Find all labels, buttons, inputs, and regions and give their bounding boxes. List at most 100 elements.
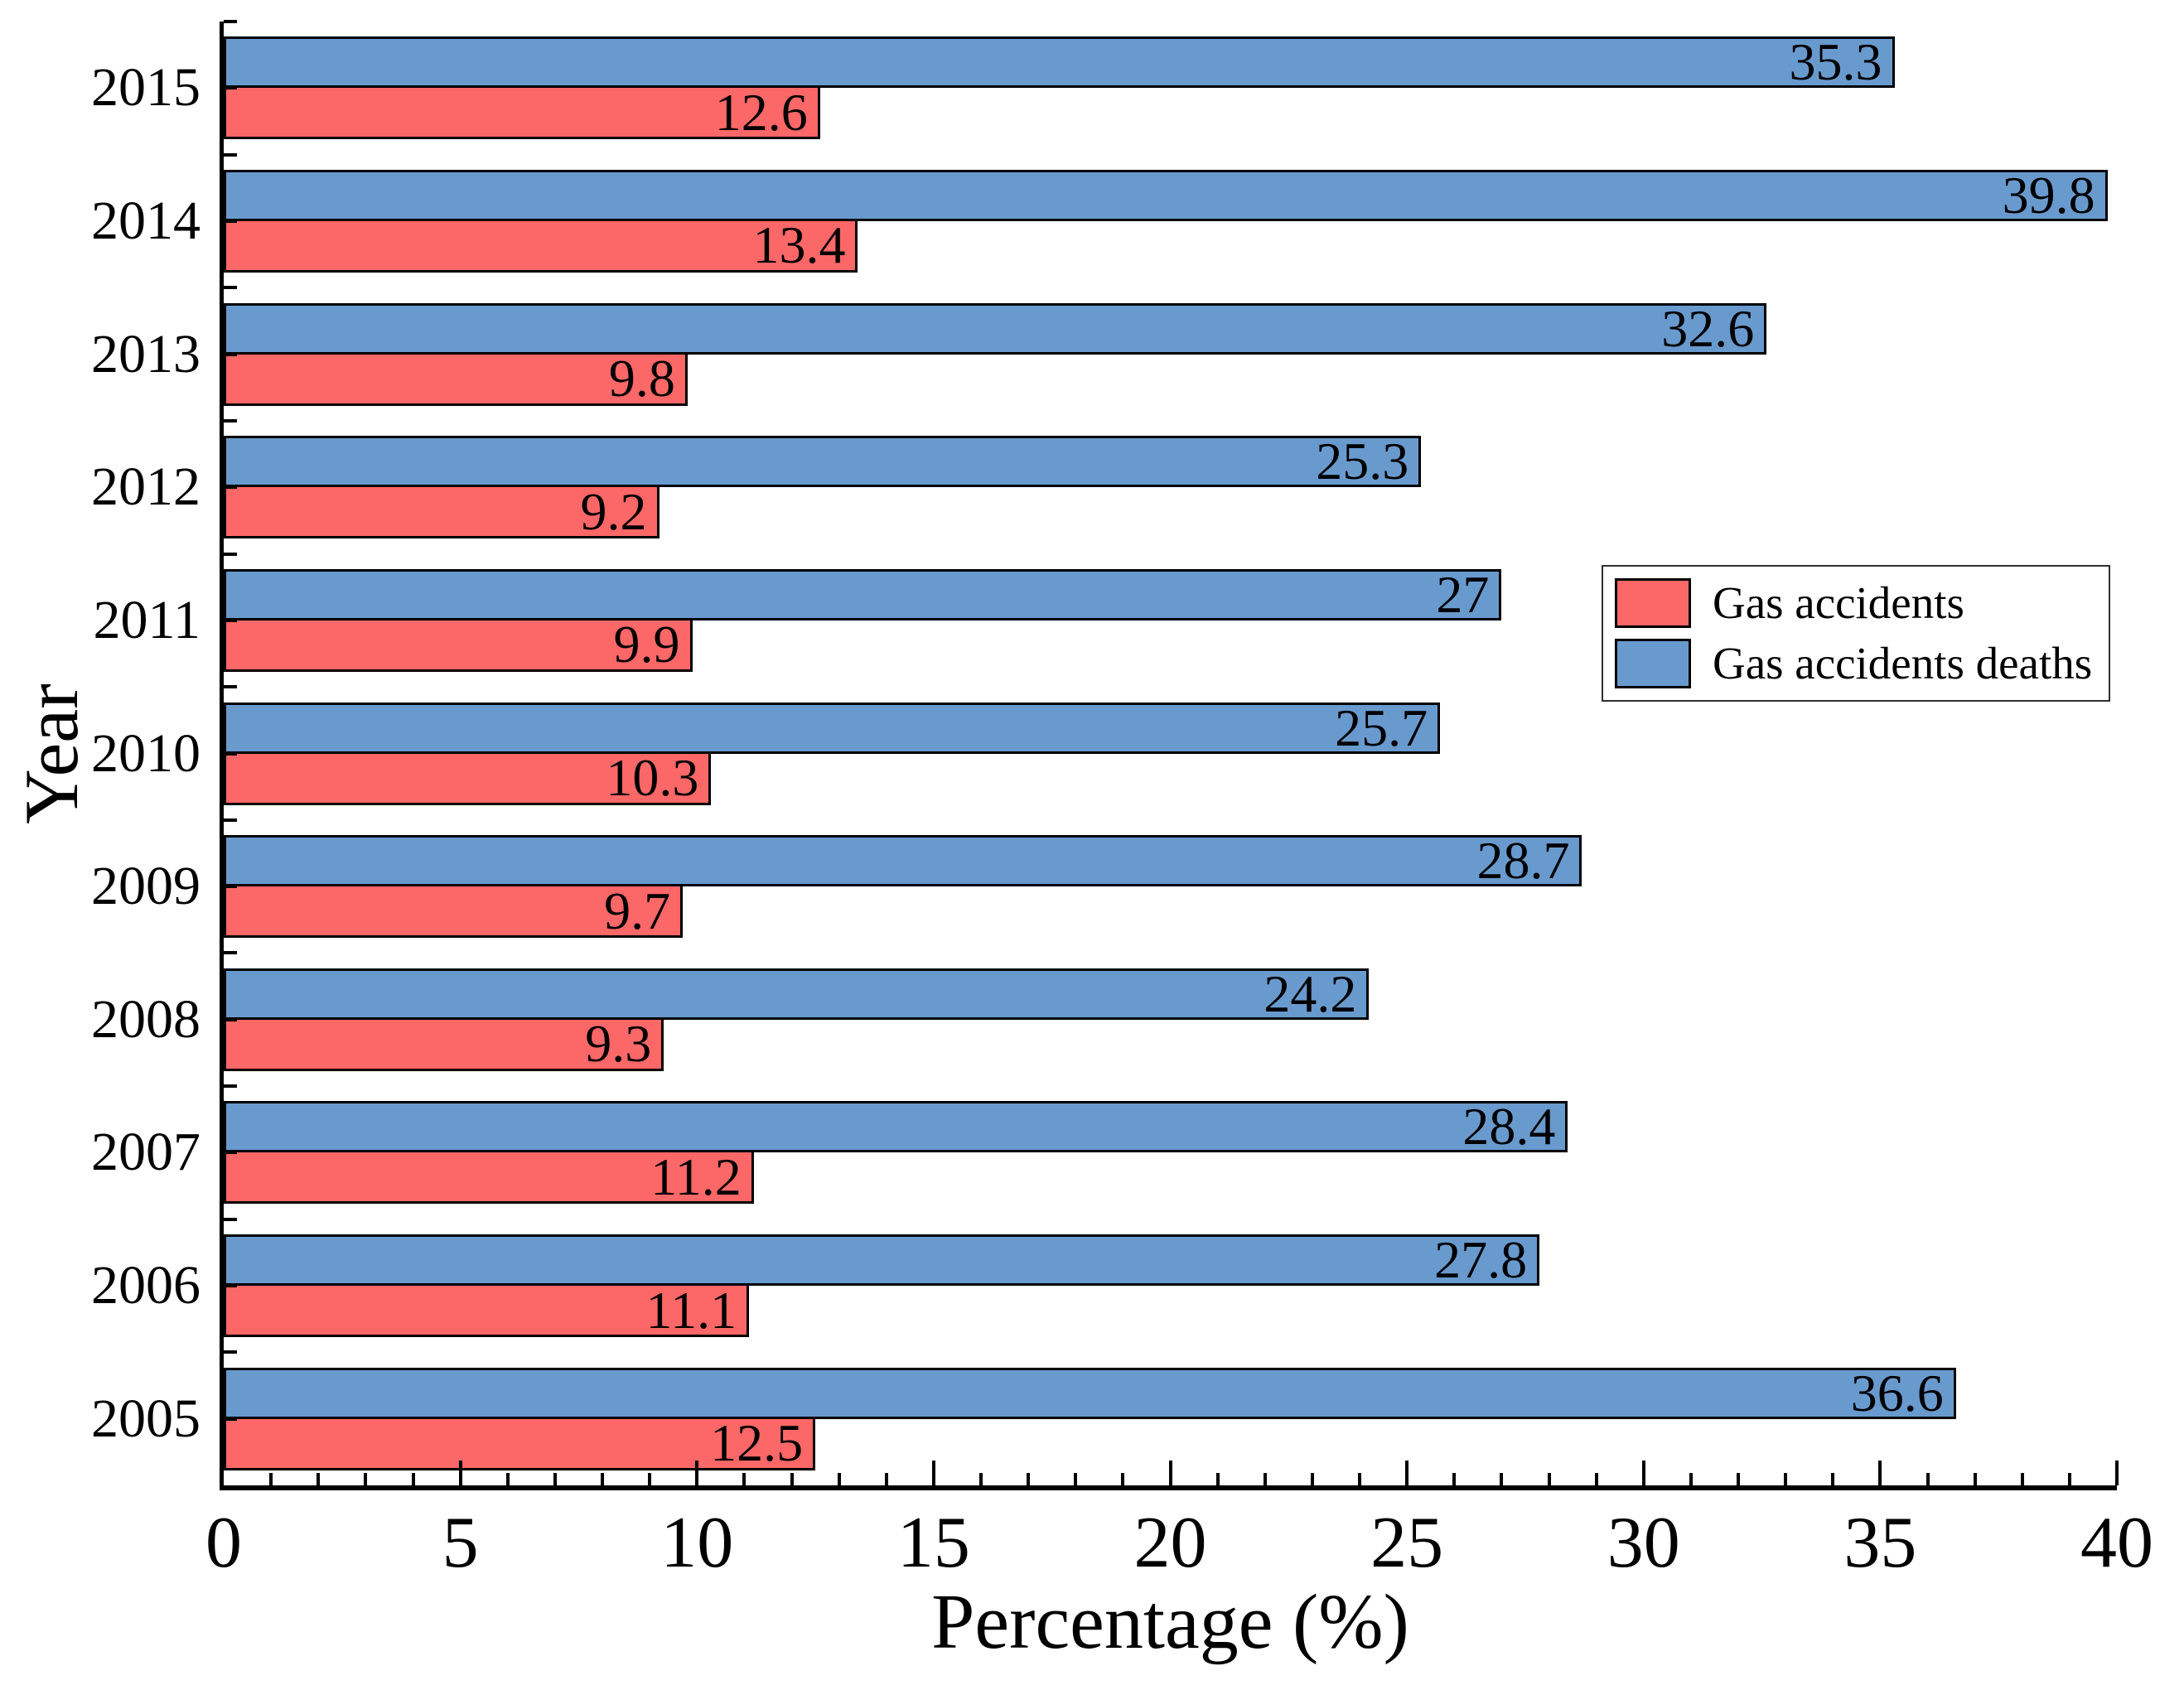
legend-label-gas-accidents-deaths: Gas accidents deaths: [1713, 638, 2093, 689]
x-major-tick: [1641, 1461, 1645, 1485]
bar-gas-accidents-deaths: 39.8: [224, 165, 2108, 225]
x-tick-label: 10: [660, 1503, 734, 1583]
bar-value-label: 11.1: [645, 1280, 737, 1340]
y-minor-tick: [224, 152, 237, 157]
legend: Gas accidents Gas accidents deaths: [1602, 565, 2111, 702]
x-minor-tick: [2020, 1473, 2024, 1485]
x-minor-tick: [1500, 1473, 1504, 1485]
bar-gas-accidents: 12.5: [224, 1413, 816, 1473]
bar-value-label: 13.4: [752, 215, 846, 275]
x-minor-tick: [1689, 1473, 1693, 1485]
y-major-tick: [224, 751, 237, 756]
bar-gas-accidents: 11.1: [224, 1280, 750, 1340]
y-minor-tick: [224, 20, 237, 23]
x-minor-tick: [979, 1473, 983, 1485]
y-major-tick: [224, 485, 237, 490]
bar-value-label: 9.9: [613, 615, 680, 674]
bar-gas-accidents: 12.6: [224, 82, 820, 142]
x-minor-tick: [790, 1473, 794, 1485]
bar-gas-accidents-deaths: 25.3: [224, 435, 1422, 488]
bar-gas-accidents-deaths: 25.7: [224, 701, 1441, 754]
y-tick-label: 2005: [91, 1388, 201, 1449]
y-tick-label: 2012: [91, 456, 201, 518]
bar-value-label: 24.2: [1264, 963, 1357, 1023]
x-minor-tick: [1831, 1473, 1835, 1485]
bar-gas-accidents-deaths: 35.3: [224, 32, 1895, 92]
x-minor-tick: [553, 1473, 557, 1485]
plot-area: Percentage (%) 2015 2014 2013 2012 2011 2010 2…: [91, 20, 2153, 1661]
legend-swatch-gas-accidents: [1615, 577, 1691, 628]
x-minor-tick: [1925, 1473, 1930, 1485]
y-tick-label: 2015: [91, 57, 201, 118]
bar-gas-accidents: 9.2: [224, 485, 660, 539]
bar-gas-accidents: 9.3: [224, 1014, 664, 1074]
y-minor-tick: [224, 818, 237, 822]
bar-value-label: 12.6: [714, 82, 808, 142]
x-minor-tick: [1310, 1473, 1314, 1485]
x-minor-tick: [1973, 1473, 1977, 1485]
bar-value-label: 39.8: [2002, 165, 2095, 225]
x-minor-tick: [269, 1473, 273, 1485]
x-minor-tick: [2067, 1473, 2071, 1485]
y-tick-label: 2007: [91, 1122, 201, 1183]
y-tick-label: 2006: [91, 1255, 201, 1316]
x-minor-tick: [1784, 1473, 1788, 1485]
x-minor-tick: [1737, 1473, 1740, 1485]
bar-value-label: 28.4: [1462, 1097, 1556, 1156]
y-major-tick: [224, 1151, 237, 1155]
y-major-tick: [224, 1417, 237, 1421]
x-minor-tick: [411, 1473, 415, 1485]
x-minor-tick: [1358, 1473, 1361, 1485]
y-minor-tick: [224, 685, 237, 689]
y-major-tick: [224, 1017, 237, 1021]
bar-gas-accidents-deaths: 32.6: [224, 298, 1767, 358]
x-major-tick: [458, 1461, 462, 1485]
x-tick-label: 30: [1607, 1503, 1680, 1583]
x-tick-label: 5: [442, 1503, 479, 1583]
bar-gas-accidents: 9.8: [224, 349, 688, 408]
x-minor-tick: [1594, 1473, 1598, 1485]
bar-value-label: 12.5: [710, 1413, 804, 1473]
bar-gas-accidents: 10.3: [224, 751, 712, 805]
y-minor-tick: [224, 418, 237, 422]
x-minor-tick: [648, 1473, 652, 1485]
bar-value-label: 35.3: [1789, 32, 1882, 92]
legend-item-gas-accidents-deaths: Gas accidents deaths: [1615, 637, 2092, 689]
y-major-tick: [224, 1284, 237, 1288]
x-tick-label: 40: [2080, 1503, 2153, 1583]
x-minor-tick: [601, 1473, 604, 1485]
x-tick-label: 35: [1843, 1503, 1917, 1583]
legend-label-gas-accidents: Gas accidents: [1713, 577, 1964, 628]
x-tick-label: 15: [896, 1503, 970, 1583]
bar-value-label: 9.7: [604, 881, 671, 940]
bar-gas-accidents: 9.7: [224, 881, 684, 940]
bar-gas-accidents-deaths: 28.7: [224, 834, 1582, 887]
y-major-tick: [224, 618, 237, 622]
bar-gas-accidents: 9.9: [224, 615, 693, 674]
bar-value-label: 27: [1436, 564, 1490, 624]
bar-gas-accidents-deaths: 28.4: [224, 1097, 1568, 1156]
x-major-tick: [1168, 1461, 1172, 1485]
x-minor-tick: [1452, 1473, 1457, 1485]
x-tick-label: 25: [1370, 1503, 1444, 1583]
x-minor-tick: [505, 1473, 510, 1485]
x-minor-tick: [1121, 1473, 1125, 1485]
bar-value-label: 36.6: [1850, 1363, 1944, 1422]
bar-gas-accidents-deaths: 36.6: [224, 1363, 1956, 1422]
y-major-tick: [224, 86, 237, 90]
x-minor-tick: [1547, 1473, 1551, 1485]
x-tick-label: 0: [205, 1503, 242, 1583]
x-tick-label: 20: [1133, 1503, 1207, 1583]
x-minor-tick: [837, 1473, 841, 1485]
bar-gas-accidents: 11.2: [224, 1150, 754, 1205]
x-minor-tick: [316, 1473, 321, 1485]
y-minor-tick: [224, 1084, 237, 1089]
y-tick-label: 2008: [91, 988, 201, 1050]
bar-value-label: 32.6: [1661, 298, 1755, 358]
y-tick-label: 2013: [91, 323, 201, 384]
y-major-tick: [224, 352, 237, 356]
bar-value-label: 9.3: [585, 1014, 652, 1074]
x-minor-tick: [1263, 1473, 1267, 1485]
bar-value-label: 9.8: [608, 349, 675, 408]
